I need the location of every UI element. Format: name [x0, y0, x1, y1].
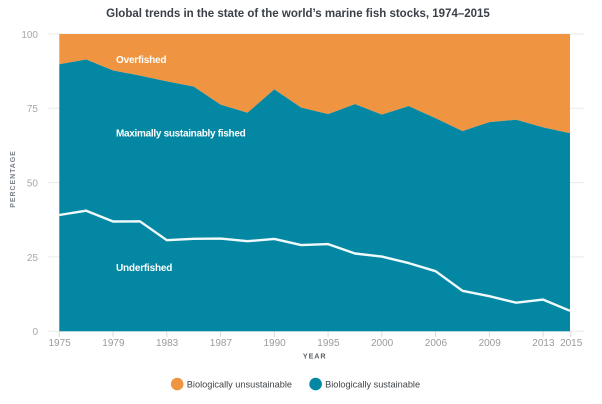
svg-text:Maximally sustainably fished: Maximally sustainably fished: [116, 129, 246, 140]
svg-text:100: 100: [21, 30, 38, 41]
svg-text:Global trends in the state of: Global trends in the state of the world’…: [106, 8, 490, 20]
svg-text:Biologically sustainable: Biologically sustainable: [325, 380, 420, 390]
svg-text:PERCENTAGE: PERCENTAGE: [10, 150, 17, 208]
svg-text:50: 50: [27, 179, 39, 190]
svg-text:Biologically unsustainable: Biologically unsustainable: [187, 380, 292, 390]
svg-text:2000: 2000: [371, 338, 394, 349]
svg-text:YEAR: YEAR: [303, 351, 327, 360]
svg-text:1995: 1995: [317, 338, 340, 349]
svg-text:2006: 2006: [425, 338, 448, 349]
svg-text:Overfished: Overfished: [116, 55, 166, 66]
svg-text:Underfished: Underfished: [116, 263, 172, 274]
svg-text:1975: 1975: [48, 338, 71, 349]
svg-text:1983: 1983: [156, 338, 179, 349]
svg-text:1987: 1987: [210, 338, 233, 349]
svg-text:75: 75: [27, 104, 39, 115]
svg-text:2013: 2013: [532, 338, 555, 349]
svg-text:0: 0: [32, 327, 38, 338]
svg-text:2015: 2015: [560, 338, 583, 349]
svg-text:2009: 2009: [479, 338, 502, 349]
svg-text:25: 25: [27, 253, 39, 264]
svg-text:1990: 1990: [263, 338, 286, 349]
svg-text:1979: 1979: [102, 338, 125, 349]
